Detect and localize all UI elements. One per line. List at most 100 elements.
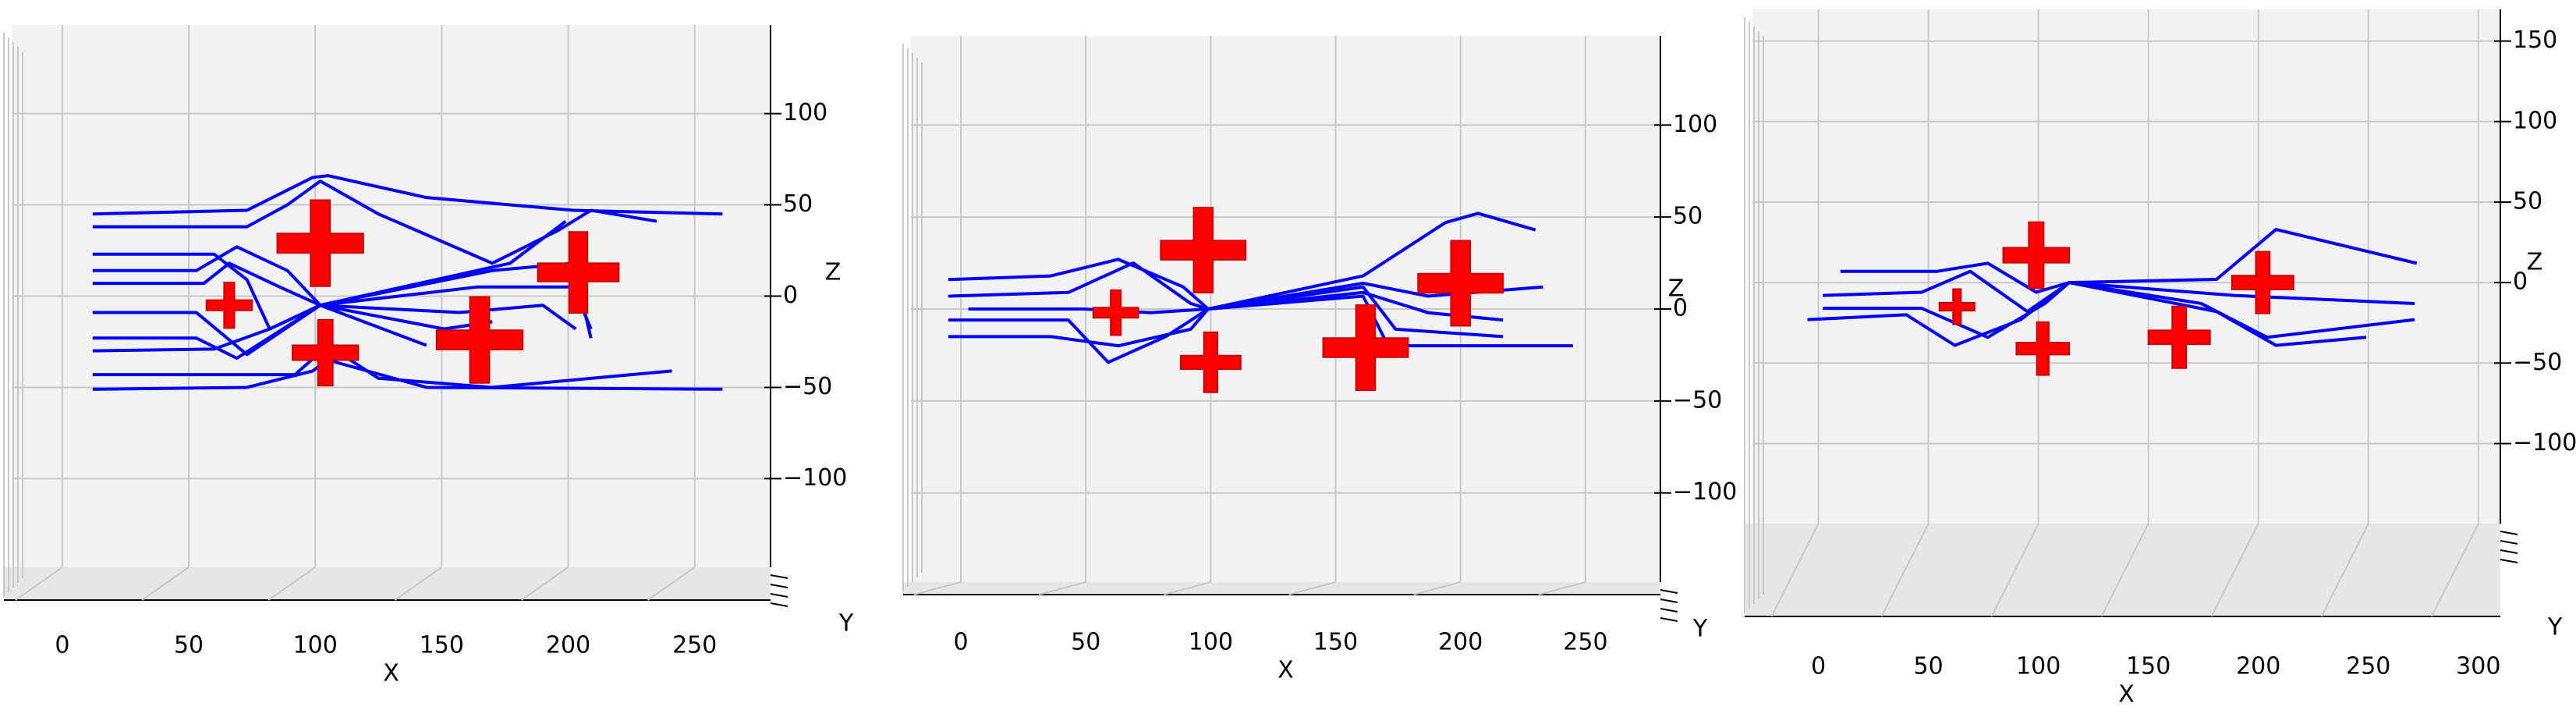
z-axis-label: Z xyxy=(1668,275,1685,303)
trajectory xyxy=(92,174,723,216)
obstacle xyxy=(1160,207,1247,294)
x-tick-label: 150 xyxy=(420,632,464,659)
trajectory xyxy=(1823,269,2415,314)
obstacle xyxy=(2015,321,2071,376)
x-floor-grid-line xyxy=(2430,523,2479,617)
y-axis-label: Y xyxy=(838,610,854,638)
obstacle xyxy=(1179,331,1242,393)
z-tick-label: 50 xyxy=(783,190,813,218)
y-tick-mark xyxy=(770,574,788,579)
trajectory xyxy=(968,290,1504,322)
obstacle xyxy=(435,296,524,384)
x-floor-grid-line xyxy=(268,566,316,601)
x-tick-label: 250 xyxy=(672,632,717,659)
z-tick-label: 100 xyxy=(783,99,827,126)
obstacle xyxy=(537,231,620,314)
x-floor-grid-line xyxy=(2100,523,2149,617)
y-axis-label: Y xyxy=(1692,616,1708,643)
obstacle xyxy=(1322,304,1409,391)
x-floor-grid-line xyxy=(1038,581,1086,595)
x-tick-label: 150 xyxy=(1313,629,1358,656)
x-floor-grid-line xyxy=(2210,523,2259,617)
x-floor-grid-line xyxy=(15,566,63,601)
trajectory xyxy=(92,304,493,360)
z-tick-label: 100 xyxy=(2513,107,2557,134)
x-tick-label: 250 xyxy=(2346,653,2390,680)
z-tick-label: 150 xyxy=(2513,27,2557,54)
trajectory xyxy=(1840,228,2418,294)
y-tick-mark xyxy=(1660,598,1678,603)
x-axis-label: X xyxy=(2118,681,2135,709)
x-floor-grid-line xyxy=(1164,581,1211,595)
trajectory xyxy=(92,179,657,265)
y-tick-mark xyxy=(2500,540,2518,545)
trajectory xyxy=(1823,281,2367,347)
y-tick-mark xyxy=(2500,531,2518,535)
y-tick-mark xyxy=(770,584,788,588)
y-tick-mark xyxy=(770,602,788,607)
x-tick-label: 0 xyxy=(55,632,69,659)
y-tick-mark xyxy=(2500,559,2518,563)
x-tick-label: 50 xyxy=(1914,653,1944,680)
z-tick-label: 0 xyxy=(2513,268,2528,296)
z-tick-label: −50 xyxy=(783,373,832,400)
obstacle xyxy=(1417,240,1504,327)
y-axis-label: Y xyxy=(2547,614,2563,641)
floor-pane xyxy=(4,567,771,600)
x-floor-grid-line xyxy=(2320,523,2369,617)
x-floor-grid-line xyxy=(1538,581,1586,595)
x-tick-label: 50 xyxy=(1071,629,1100,656)
back-pane xyxy=(1752,9,2500,524)
x-floor-grid-line xyxy=(1770,523,1819,617)
z-axis-label: Z xyxy=(825,259,842,286)
x-tick-label: 100 xyxy=(293,632,338,659)
obstacle xyxy=(2231,250,2294,314)
x-floor-grid-line xyxy=(1990,523,2039,617)
trajectory xyxy=(92,343,672,389)
x-floor-grid-line xyxy=(141,566,190,601)
x-floor-grid-line xyxy=(1880,523,1929,617)
x-tick-label: 100 xyxy=(1189,629,1233,656)
obstacle xyxy=(205,282,253,329)
x-tick-label: 200 xyxy=(1438,629,1483,656)
x-floor-grid-line xyxy=(1413,581,1461,595)
x-tick-label: 200 xyxy=(546,632,590,659)
trajectory xyxy=(92,245,593,330)
x-floor-grid-line xyxy=(394,566,442,601)
x-tick-label: 300 xyxy=(2456,653,2500,680)
y-tick-mark xyxy=(1660,589,1678,594)
z-tick-label: −100 xyxy=(1673,478,1737,506)
z-tick-label: 100 xyxy=(1673,111,1717,138)
x-floor-grid-line xyxy=(913,581,962,595)
trajectory xyxy=(1807,281,2415,347)
trajectory xyxy=(92,304,427,353)
z-tick-label: −50 xyxy=(2513,349,2562,376)
z-tick-label: 50 xyxy=(1673,203,1703,230)
x-tick-label: 150 xyxy=(2126,653,2170,680)
x-tick-label: 0 xyxy=(1811,653,1826,680)
obstacle xyxy=(2147,305,2211,369)
trajectory xyxy=(948,285,1504,364)
trajectory xyxy=(948,261,1543,311)
obstacle xyxy=(292,318,360,387)
obstacle xyxy=(1092,289,1139,336)
x-tick-label: 0 xyxy=(954,629,969,656)
x-tick-label: 200 xyxy=(2236,653,2280,680)
x-axis-label: X xyxy=(383,660,399,687)
z-tick-label: 50 xyxy=(2513,187,2542,215)
y-tick-mark xyxy=(2500,549,2518,554)
z-tick-label: −50 xyxy=(1673,386,1722,414)
z-tick-label: 0 xyxy=(783,282,798,309)
obstacle xyxy=(2002,221,2071,289)
x-floor-grid-line xyxy=(647,566,696,601)
x-floor-grid-line xyxy=(520,566,569,601)
x-tick-label: 250 xyxy=(1563,629,1607,656)
z-tick-label: −100 xyxy=(783,464,847,492)
trajectory xyxy=(92,219,567,307)
floor-pane xyxy=(903,582,1660,595)
y-tick-mark xyxy=(770,593,788,598)
z-tick-label: 0 xyxy=(1673,295,1688,322)
z-axis-label: Z xyxy=(2527,249,2543,276)
obstacle xyxy=(276,199,364,287)
